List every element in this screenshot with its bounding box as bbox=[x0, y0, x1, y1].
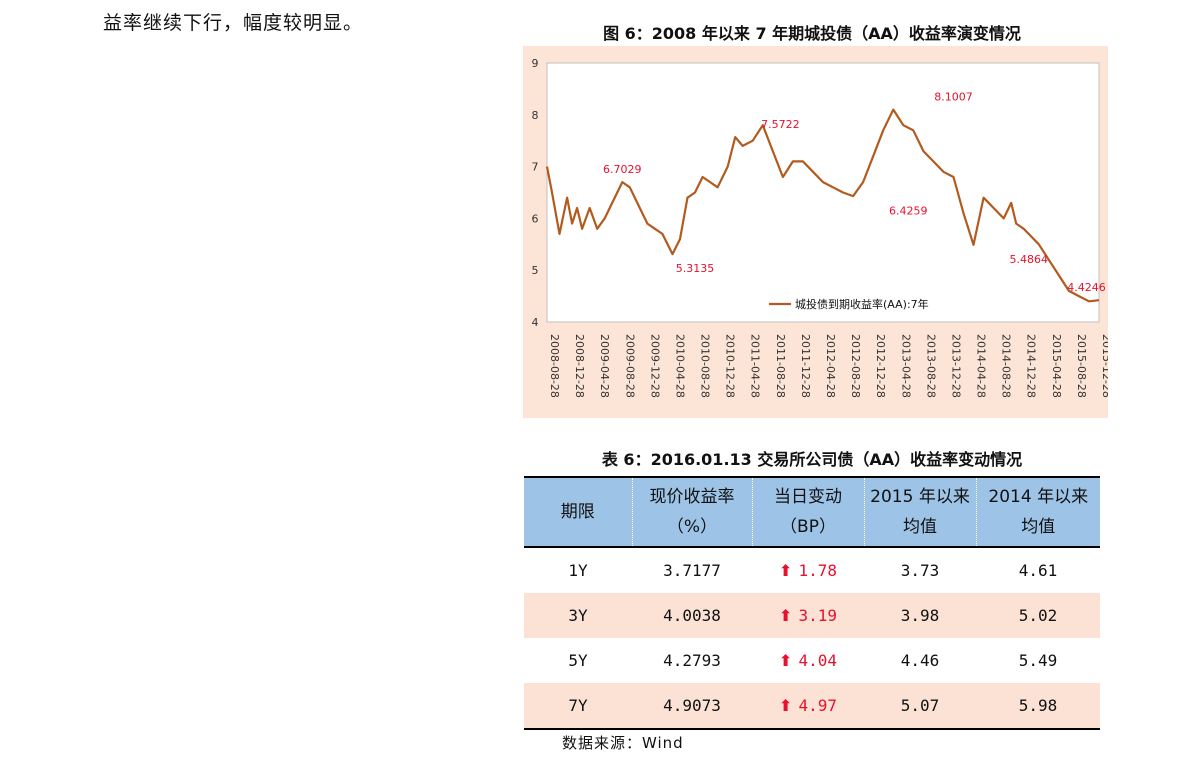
x-tick-label: 2011-04-28 bbox=[749, 334, 762, 398]
data-label: 4.4246 bbox=[1067, 281, 1106, 294]
up-arrow-icon: ⬆ bbox=[779, 696, 793, 715]
x-tick-label: 2008-12-28 bbox=[573, 334, 586, 398]
table-body: 1Y 3.7177 ⬆ 1.78 3.73 4.61 3Y 4.0038 ⬆ 3.19 3.98 5.… bbox=[524, 547, 1100, 729]
x-tick-label: 2008-08-28 bbox=[548, 334, 561, 398]
table-row: 3Y 4.0038 ⬆ 3.19 3.98 5.02 bbox=[524, 593, 1100, 638]
cell-change: ⬆ 4.04 bbox=[752, 638, 864, 683]
cell-avg2015: 3.98 bbox=[900, 606, 940, 625]
cell-avg2015: 5.07 bbox=[900, 696, 940, 715]
series-line bbox=[545, 108, 1100, 303]
data-label: 6.7029 bbox=[603, 163, 642, 176]
table-header-row: 期限 现价收益率 （%） 当日变动 （BP） 2015 年以来 均值 2014 年以来… bbox=[524, 477, 1100, 547]
cell-avg2014: 5.49 bbox=[1018, 651, 1058, 670]
intro-paragraph: 益率继续下行，幅度较明显。 bbox=[103, 12, 364, 34]
cell-term: 5Y bbox=[568, 651, 588, 670]
cell-change: ⬆ 4.97 bbox=[752, 683, 864, 729]
cell-term: 3Y bbox=[568, 606, 588, 625]
table-title: 表 6：2016.01.13 交易所公司债（AA）收益率变动情况 bbox=[601, 450, 1023, 469]
y-tick-label: 4 bbox=[532, 316, 539, 329]
cell-avg2014: 5.98 bbox=[1018, 696, 1058, 715]
source-note: 数据来源：Wind bbox=[562, 734, 684, 752]
cell-term: 1Y bbox=[568, 561, 588, 580]
data-label: 5.4864 bbox=[1009, 253, 1047, 266]
x-tick-label: 2010-08-28 bbox=[699, 334, 712, 398]
cell-avg2014: 4.61 bbox=[1018, 561, 1058, 580]
up-arrow-icon: ⬆ bbox=[779, 606, 793, 625]
line-chart: 4 5 6 7 8 9 2008-08-28 2008-12-28 2009-04-28 2009… bbox=[523, 46, 1108, 418]
table-row: 1Y 3.7177 ⬆ 1.78 3.73 4.61 bbox=[524, 547, 1100, 593]
x-tick-label: 2009-12-28 bbox=[648, 334, 661, 398]
x-tick-label: 2011-08-28 bbox=[774, 334, 787, 398]
cell-yield: 4.9073 bbox=[663, 696, 721, 715]
x-tick-label: 2012-08-28 bbox=[849, 334, 862, 398]
cell-change: ⬆ 1.78 bbox=[752, 547, 864, 593]
data-label: 5.3135 bbox=[676, 262, 715, 275]
x-tick-label: 2015-12-28 bbox=[1100, 334, 1108, 398]
plot-area bbox=[546, 62, 1100, 323]
chart-svg: 4 5 6 7 8 9 2008-08-28 2008-12-28 2009-04-28 2009… bbox=[532, 57, 1109, 398]
cell-avg2015: 4.46 bbox=[900, 651, 940, 670]
x-tick-label: 2013-12-28 bbox=[949, 334, 962, 398]
x-tick-label: 2013-08-28 bbox=[924, 334, 937, 398]
x-tick-label: 2014-08-28 bbox=[1000, 334, 1013, 398]
change-value: 3.19 bbox=[798, 606, 837, 625]
table-row: 5Y 4.2793 ⬆ 4.04 4.46 5.49 bbox=[524, 638, 1100, 683]
cell-avg2014: 5.02 bbox=[1018, 606, 1058, 625]
y-tick-label: 5 bbox=[532, 264, 539, 277]
change-value: 4.97 bbox=[798, 696, 837, 715]
up-arrow-icon: ⬆ bbox=[779, 651, 793, 670]
cell-change: ⬆ 3.19 bbox=[752, 593, 864, 638]
x-tick-label: 2010-12-28 bbox=[724, 334, 737, 398]
y-tick-label: 6 bbox=[532, 212, 539, 225]
cell-yield: 4.2793 bbox=[663, 651, 721, 670]
x-tick-label: 2015-08-28 bbox=[1075, 334, 1088, 398]
x-tick-label: 2015-04-28 bbox=[1050, 334, 1063, 398]
x-tick-label: 2009-08-28 bbox=[623, 334, 636, 398]
header-change: 当日变动 （BP） bbox=[751, 477, 864, 547]
change-value: 4.04 bbox=[798, 651, 837, 670]
x-tick-label: 2014-04-28 bbox=[975, 334, 988, 398]
x-tick-label: 2012-04-28 bbox=[824, 334, 837, 398]
x-tick-label: 2009-04-28 bbox=[598, 334, 611, 398]
legend-label: 城投债到期收益率(AA):7年 bbox=[795, 297, 929, 311]
header-term: 期限 bbox=[560, 502, 595, 522]
data-label: 6.4259 bbox=[889, 204, 928, 217]
y-tick-label: 8 bbox=[532, 109, 539, 122]
data-label: 7.5722 bbox=[761, 118, 800, 131]
x-tick-label: 2013-04-28 bbox=[899, 334, 912, 398]
cell-avg2015: 3.73 bbox=[900, 561, 940, 580]
header-avg-2015: 2015 年以来 均值 bbox=[863, 477, 976, 547]
figure-title: 图 6：2008 年以来 7 年期城投债（AA）收益率演变情况 bbox=[603, 24, 1021, 43]
yield-table: 期限 现价收益率 （%） 当日变动 （BP） 2015 年以来 均值 2014 年以来… bbox=[524, 476, 1100, 730]
change-value: 1.78 bbox=[798, 561, 837, 580]
up-arrow-icon: ⬆ bbox=[779, 561, 793, 580]
y-tick-label: 7 bbox=[532, 161, 539, 174]
x-tick-label: 2014-12-28 bbox=[1025, 334, 1038, 398]
header-avg-2014: 2014 年以来 均值 bbox=[975, 477, 1100, 547]
x-tick-label: 2012-12-28 bbox=[874, 334, 887, 398]
x-tick-label: 2011-12-28 bbox=[799, 334, 812, 398]
header-yield: 现价收益率 （%） bbox=[631, 477, 752, 547]
cell-term: 7Y bbox=[568, 696, 588, 715]
data-label: 8.1007 bbox=[934, 91, 973, 104]
cell-yield: 3.7177 bbox=[663, 561, 721, 580]
table-row: 7Y 4.9073 ⬆ 4.97 5.07 5.98 bbox=[524, 683, 1100, 729]
cell-yield: 4.0038 bbox=[663, 606, 721, 625]
y-tick-label: 9 bbox=[532, 57, 539, 70]
x-tick-label: 2010-04-28 bbox=[673, 334, 686, 398]
